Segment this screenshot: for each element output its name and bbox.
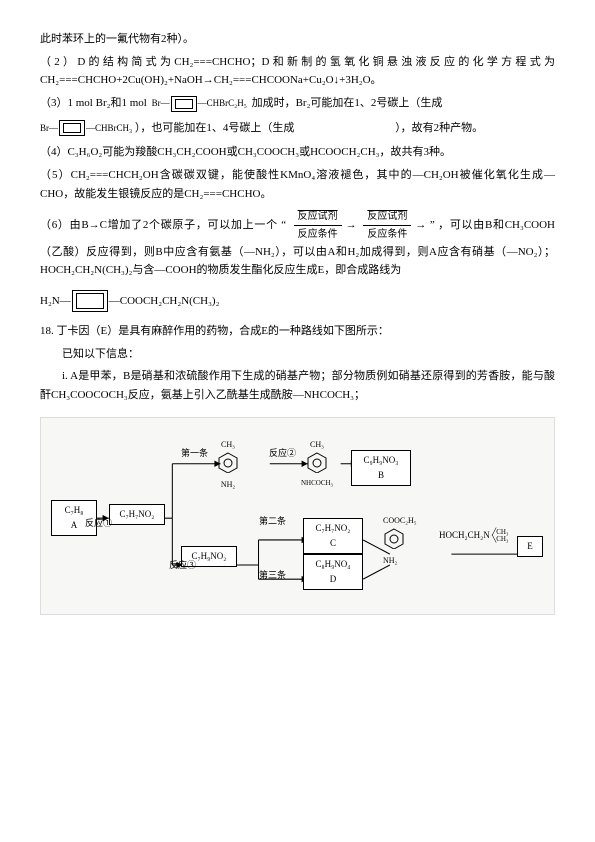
info-i: i. A是甲苯，B是硝基和浓硫酸作用下生成的硝基产物；部分物质例如硝基还原得到的… <box>40 367 555 404</box>
box-c-formula: C₇H₇NO₂ <box>308 521 358 536</box>
route2-label: 第二条 <box>259 514 286 529</box>
extra3-text: NH₂ <box>383 554 417 568</box>
route3-label: 第三条 <box>259 568 286 583</box>
rxn2-label: 反应② <box>269 446 296 461</box>
extra1-text: COOC₂H₅ <box>383 514 417 528</box>
flow-box-c: C₇H₇NO₂ C <box>303 518 363 555</box>
big-struct-left: H₂N— <box>40 292 71 311</box>
box-d-formula: C₈H₉NO₄ <box>308 557 358 572</box>
rxn1-label: 反应① <box>85 516 112 531</box>
flow-box-d: C₈H₉NO₄ D <box>303 554 363 591</box>
paragraph-7: 18. 丁卡因（E）是具有麻醉作用的药物，合成E的一种路线如下图所示： <box>40 322 555 341</box>
p3-part-c: ），也可能加在1、4号碳上（生成 <box>135 122 295 134</box>
frac1-top: 反应试剂 <box>294 208 342 226</box>
flow-box-p1: C₇H₇NO₂ <box>109 504 165 525</box>
route1-label: 第一条 <box>181 446 208 461</box>
struct-br-benzene-2: Br——CHBrCH₃ <box>40 120 132 136</box>
benzene-ring-icon <box>72 290 108 312</box>
arrow-fraction-1: 反应试剂 反应条件 → 反应试剂 反应条件 → <box>290 208 427 243</box>
p3-part-d: ），故有2种产物。 <box>395 122 483 134</box>
struct-br-benzene-1: Br——CHBrC₂H₅ <box>152 96 247 112</box>
paragraph-8: 已知以下信息： <box>40 345 555 364</box>
paragraph-1: 此时苯环上的一氟代物有2种）。 <box>40 30 555 49</box>
struct1-top: CH₃ <box>217 438 239 452</box>
box-p1-formula: C₇H₇NO₂ <box>114 507 160 522</box>
frac1-bot: 反应条件 <box>294 226 342 243</box>
flow-box-b: C₉H₉NO₃ B <box>351 450 411 487</box>
extra2c-text: CH₃ <box>496 535 508 543</box>
box-c-label: C <box>308 536 358 551</box>
struct-intermediate-3: COOC₂H₅ NH₂ <box>383 514 417 568</box>
paragraph-5: （5）CH₂===CHCH₂OH含碳碳双键，能使酸性KMnO₄溶液褪色，其中的—… <box>40 166 555 203</box>
extra2a-text: HOCH₂CH₂N <box>439 530 490 540</box>
p3-part-b: 加成时，Br₂可能加在1、2号碳上（生成 <box>252 97 443 109</box>
hexagon-icon <box>306 451 328 473</box>
struct-block-1: Br——CHBrCH₃ ），也可能加在1、4号碳上（生成 Br——CH₂CH₂B… <box>40 119 555 138</box>
p3-part-a: （3）1 mol Br₂和1 mol <box>40 97 147 109</box>
paragraph-4: （4）C₃H₆O₂可能为羧酸CH₃CH₂COOH或CH₃COOCH₃或HCOOC… <box>40 143 555 162</box>
struct-intermediate-1: CH₃ NH₂ <box>217 438 239 492</box>
paragraph-2: （2）D的结构简式为CH₂===CHCHO；D和新制的氢氧化铜悬浊液反应的化学方… <box>40 53 555 90</box>
paragraph-6: （6）由B→C增加了2个碳原子，可以加上一个 “ 反应试剂 反应条件 → 反应试… <box>40 208 555 280</box>
p6-part-a: （6）由B→C增加了2个碳原子，可以加上一个 “ <box>40 219 286 231</box>
struct-intermediate-2: CH₃ NHCOCH₃ <box>301 438 333 490</box>
big-structure-e: H₂N— —COOCH₂CH₂N(CH₃)₂ <box>40 290 555 312</box>
struct1-bot: NH₂ <box>217 478 239 492</box>
box-b-formula: C₉H₉NO₃ <box>356 453 406 468</box>
extra-reagent: HOCH₂CH₂N ╱CH₃ ╲CH₃ <box>439 528 508 543</box>
rxn3-label: 反应③ <box>169 558 196 573</box>
struct2-top: CH₃ <box>301 438 333 452</box>
struct2-bot: NHCOCH₃ <box>301 478 333 490</box>
synthesis-flow-diagram: C₇H₈ A C₇H₇NO₂ 反应① CH₃ NH₂ 第一条 反应② CH₃ N… <box>40 417 555 615</box>
hexagon-icon <box>383 527 405 549</box>
box-e-label: E <box>522 539 538 554</box>
frac2-top: 反应试剂 <box>363 208 411 226</box>
flow-box-e: E <box>517 536 543 557</box>
box-b-label: B <box>356 468 406 483</box>
big-struct-right: —COOCH₂CH₂N(CH₃)₂ <box>109 292 220 311</box>
paragraph-3: （3）1 mol Br₂和1 mol Br——CHBrC₂H₅ 加成时，Br₂可… <box>40 94 555 113</box>
hexagon-icon <box>217 451 239 473</box>
frac2-bot: 反应条件 <box>363 226 411 243</box>
box-d-label: D <box>308 572 358 587</box>
